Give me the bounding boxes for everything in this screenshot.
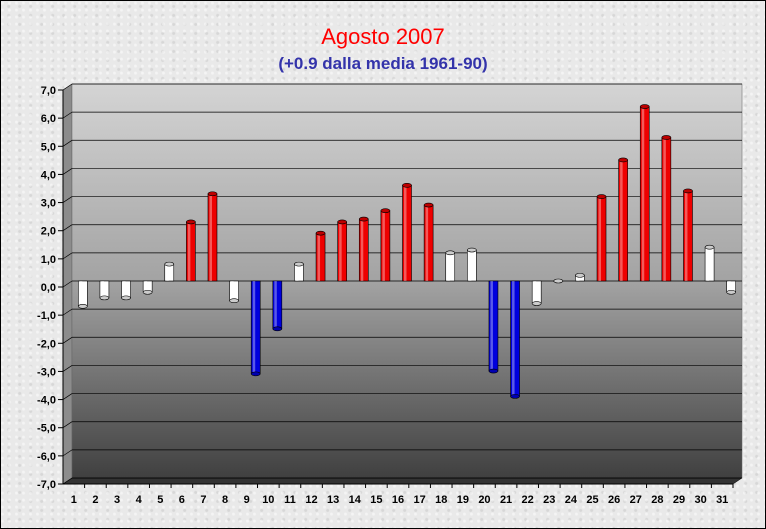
bar-day-23 xyxy=(553,278,564,284)
y-tick-label: 1,0 xyxy=(41,254,56,266)
gridline-depth xyxy=(62,196,73,203)
gridline-depth xyxy=(62,139,73,147)
gridline-depth xyxy=(62,111,73,119)
x-tick-label: 11 xyxy=(284,494,296,506)
bar-day-26 xyxy=(618,157,628,282)
bar-day-20 xyxy=(488,280,499,374)
y-tick-label: -6,0 xyxy=(37,451,56,463)
chart-title: Agosto 2007 xyxy=(321,24,445,49)
x-tick-label: 22 xyxy=(522,494,534,506)
gridline-depth xyxy=(62,365,73,372)
x-tick-label: 24 xyxy=(565,494,578,506)
bar-day-31 xyxy=(726,280,736,295)
x-tick-label: 8 xyxy=(222,494,228,506)
bar-day-27 xyxy=(639,104,650,282)
bar-day-7 xyxy=(207,191,218,282)
bar-day-19 xyxy=(467,247,477,282)
bar-day-18 xyxy=(445,250,456,282)
x-tick-label: 9 xyxy=(244,494,250,506)
x-tick-label: 16 xyxy=(392,494,404,506)
y-tick-label: 2,0 xyxy=(41,226,56,238)
x-tick-label: 19 xyxy=(457,494,469,506)
x-tick-label: 7 xyxy=(200,494,206,506)
x-tick-label: 21 xyxy=(500,494,512,506)
x-tick-label: 13 xyxy=(327,494,339,506)
gridline-depth xyxy=(62,336,73,344)
y-tick-label: -4,0 xyxy=(37,395,56,407)
x-tick-label: 17 xyxy=(413,494,425,506)
y-tick-label: 6,0 xyxy=(41,113,56,125)
bar-day-4 xyxy=(142,280,153,295)
x-tick-label: 6 xyxy=(179,494,185,506)
bar-day-21 xyxy=(510,280,520,399)
x-tick-label: 25 xyxy=(586,494,598,506)
x-tick-label: 28 xyxy=(651,494,663,506)
gridline-depth xyxy=(62,393,73,400)
bar-day-10 xyxy=(272,280,283,332)
chart-subtitle: (+0.9 dalla media 1961-90) xyxy=(278,54,488,73)
bar-day-1 xyxy=(78,280,88,309)
y-tick-label: -3,0 xyxy=(37,366,56,378)
y-tick-label: 0,0 xyxy=(41,282,56,294)
x-tick-label: 31 xyxy=(716,494,728,506)
gridline-depth xyxy=(62,308,73,316)
x-tick-label: 26 xyxy=(608,494,620,506)
bar-day-5 xyxy=(164,261,175,282)
y-tick-label: 7,0 xyxy=(41,85,56,97)
gridline-depth xyxy=(62,168,73,175)
bar-day-2 xyxy=(99,280,110,301)
bar-day-30 xyxy=(704,244,715,282)
x-tick-label: 29 xyxy=(673,494,685,506)
bar-day-24 xyxy=(575,273,585,282)
x-tick-label: 23 xyxy=(543,494,555,506)
gridline-depth xyxy=(62,252,73,260)
bar-day-8 xyxy=(229,280,239,304)
plot-floor xyxy=(62,477,743,485)
x-tick-label: 20 xyxy=(478,494,490,506)
bar-day-15 xyxy=(380,208,391,282)
y-tick-label: 5,0 xyxy=(41,141,56,153)
gridline-depth xyxy=(62,83,73,91)
y-tick-label: 4,0 xyxy=(41,169,56,181)
x-tick-label: 18 xyxy=(435,494,447,506)
gridline-depth xyxy=(62,224,73,232)
x-tick-label: 4 xyxy=(136,494,143,506)
gridline-depth xyxy=(62,280,73,288)
x-tick-label: 10 xyxy=(262,494,274,506)
bar-day-13 xyxy=(337,219,347,282)
y-tick-label: 3,0 xyxy=(41,198,56,210)
bar-day-9 xyxy=(250,280,261,377)
y-tick-label: -7,0 xyxy=(37,479,56,491)
bar-day-16 xyxy=(402,183,412,282)
x-tick-label: 3 xyxy=(114,494,120,506)
y-tick-label: -1,0 xyxy=(37,310,56,322)
x-tick-label: 27 xyxy=(630,494,642,506)
bar-day-17 xyxy=(423,202,434,282)
bar-day-11 xyxy=(294,261,304,282)
x-tick-label: 14 xyxy=(349,494,362,506)
x-tick-label: 1 xyxy=(71,494,77,506)
bar-day-28 xyxy=(661,135,672,282)
x-tick-label: 30 xyxy=(694,494,706,506)
bar-day-6 xyxy=(186,219,196,282)
bar-day-22 xyxy=(531,280,542,306)
y-tick-label: -2,0 xyxy=(37,338,56,350)
bar-day-12 xyxy=(315,230,326,282)
y-tick-label: -5,0 xyxy=(37,423,56,435)
x-tick-label: 12 xyxy=(305,494,317,506)
gridline-depth xyxy=(62,449,73,457)
bar-day-3 xyxy=(121,280,131,301)
x-tick-label: 2 xyxy=(92,494,98,506)
bar-day-14 xyxy=(358,216,369,282)
gridline-depth xyxy=(62,477,73,485)
bar-day-25 xyxy=(596,194,607,282)
gridline-depth xyxy=(62,421,73,429)
x-tick-label: 15 xyxy=(370,494,382,506)
x-tick-label: 5 xyxy=(157,494,163,506)
bar-day-29 xyxy=(683,188,693,282)
